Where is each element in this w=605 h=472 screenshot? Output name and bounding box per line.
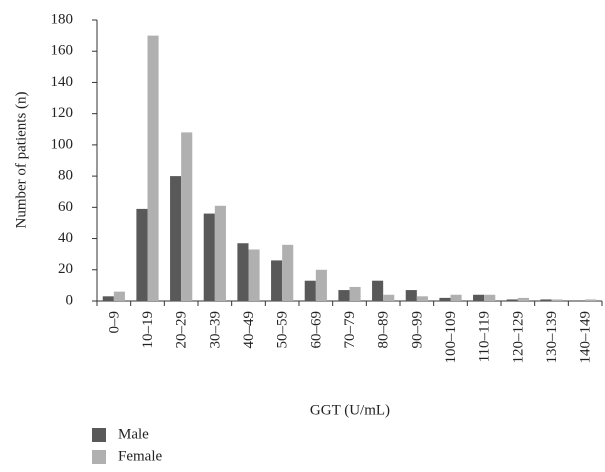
bar bbox=[450, 294, 462, 301]
y-tick-label: 40 bbox=[58, 230, 73, 246]
y-tick-label: 0 bbox=[66, 292, 74, 308]
y-tick-label: 140 bbox=[51, 74, 74, 90]
bar bbox=[315, 269, 327, 301]
bar bbox=[338, 290, 350, 301]
bar bbox=[506, 299, 518, 301]
x-tick-label: 70–79 bbox=[342, 311, 358, 349]
x-tick-label: 30–39 bbox=[207, 311, 223, 349]
x-tick-label: 80–89 bbox=[376, 311, 392, 349]
y-tick-label: 180 bbox=[51, 11, 74, 27]
bar bbox=[214, 205, 226, 301]
bar bbox=[517, 297, 529, 301]
bar bbox=[304, 280, 316, 301]
bar bbox=[102, 296, 114, 301]
legend-swatch bbox=[92, 428, 106, 442]
bar bbox=[585, 299, 597, 301]
bar bbox=[113, 291, 125, 301]
bar bbox=[372, 280, 384, 301]
bar bbox=[136, 208, 148, 301]
x-tick-label: 140–149 bbox=[578, 311, 594, 364]
bar bbox=[203, 213, 215, 301]
bar bbox=[147, 35, 159, 301]
x-tick-label: 100–109 bbox=[443, 311, 459, 364]
legend-label: Male bbox=[118, 426, 149, 442]
bar bbox=[170, 176, 182, 301]
bar bbox=[473, 294, 485, 301]
x-tick-label: 110–119 bbox=[477, 311, 493, 362]
x-tick-label: 20–29 bbox=[174, 311, 190, 349]
bar bbox=[439, 297, 451, 301]
y-tick-label: 100 bbox=[51, 136, 74, 152]
bar bbox=[282, 244, 294, 301]
x-tick-label: 130–139 bbox=[544, 311, 560, 364]
bar bbox=[484, 294, 496, 301]
y-tick-label: 160 bbox=[51, 43, 74, 59]
x-tick-label: 50–59 bbox=[275, 311, 291, 349]
legend-swatch bbox=[92, 450, 106, 464]
bar bbox=[237, 243, 249, 301]
x-axis-title: GGT (U/mL) bbox=[310, 402, 390, 418]
bar bbox=[416, 296, 428, 301]
bar bbox=[181, 132, 193, 301]
bar bbox=[248, 249, 260, 301]
x-tick-label: 90–99 bbox=[409, 311, 425, 349]
x-tick-label: 40–49 bbox=[241, 311, 257, 349]
x-tick-label: 10–19 bbox=[140, 311, 156, 349]
bar bbox=[540, 299, 552, 301]
y-tick-label: 80 bbox=[58, 168, 73, 184]
bar bbox=[551, 299, 563, 301]
bar bbox=[383, 294, 395, 301]
x-tick-label: 60–69 bbox=[308, 311, 324, 349]
x-tick-label: 120–129 bbox=[510, 311, 526, 364]
y-tick-label: 120 bbox=[51, 105, 74, 121]
legend-label: Female bbox=[118, 448, 162, 464]
x-tick-label: 0–9 bbox=[106, 311, 122, 334]
y-tick-label: 60 bbox=[58, 199, 73, 215]
bar bbox=[271, 260, 283, 301]
bar bbox=[405, 290, 417, 301]
y-axis-title: Number of patients (n) bbox=[13, 91, 29, 228]
y-tick-label: 20 bbox=[58, 261, 73, 277]
bar bbox=[349, 286, 361, 301]
